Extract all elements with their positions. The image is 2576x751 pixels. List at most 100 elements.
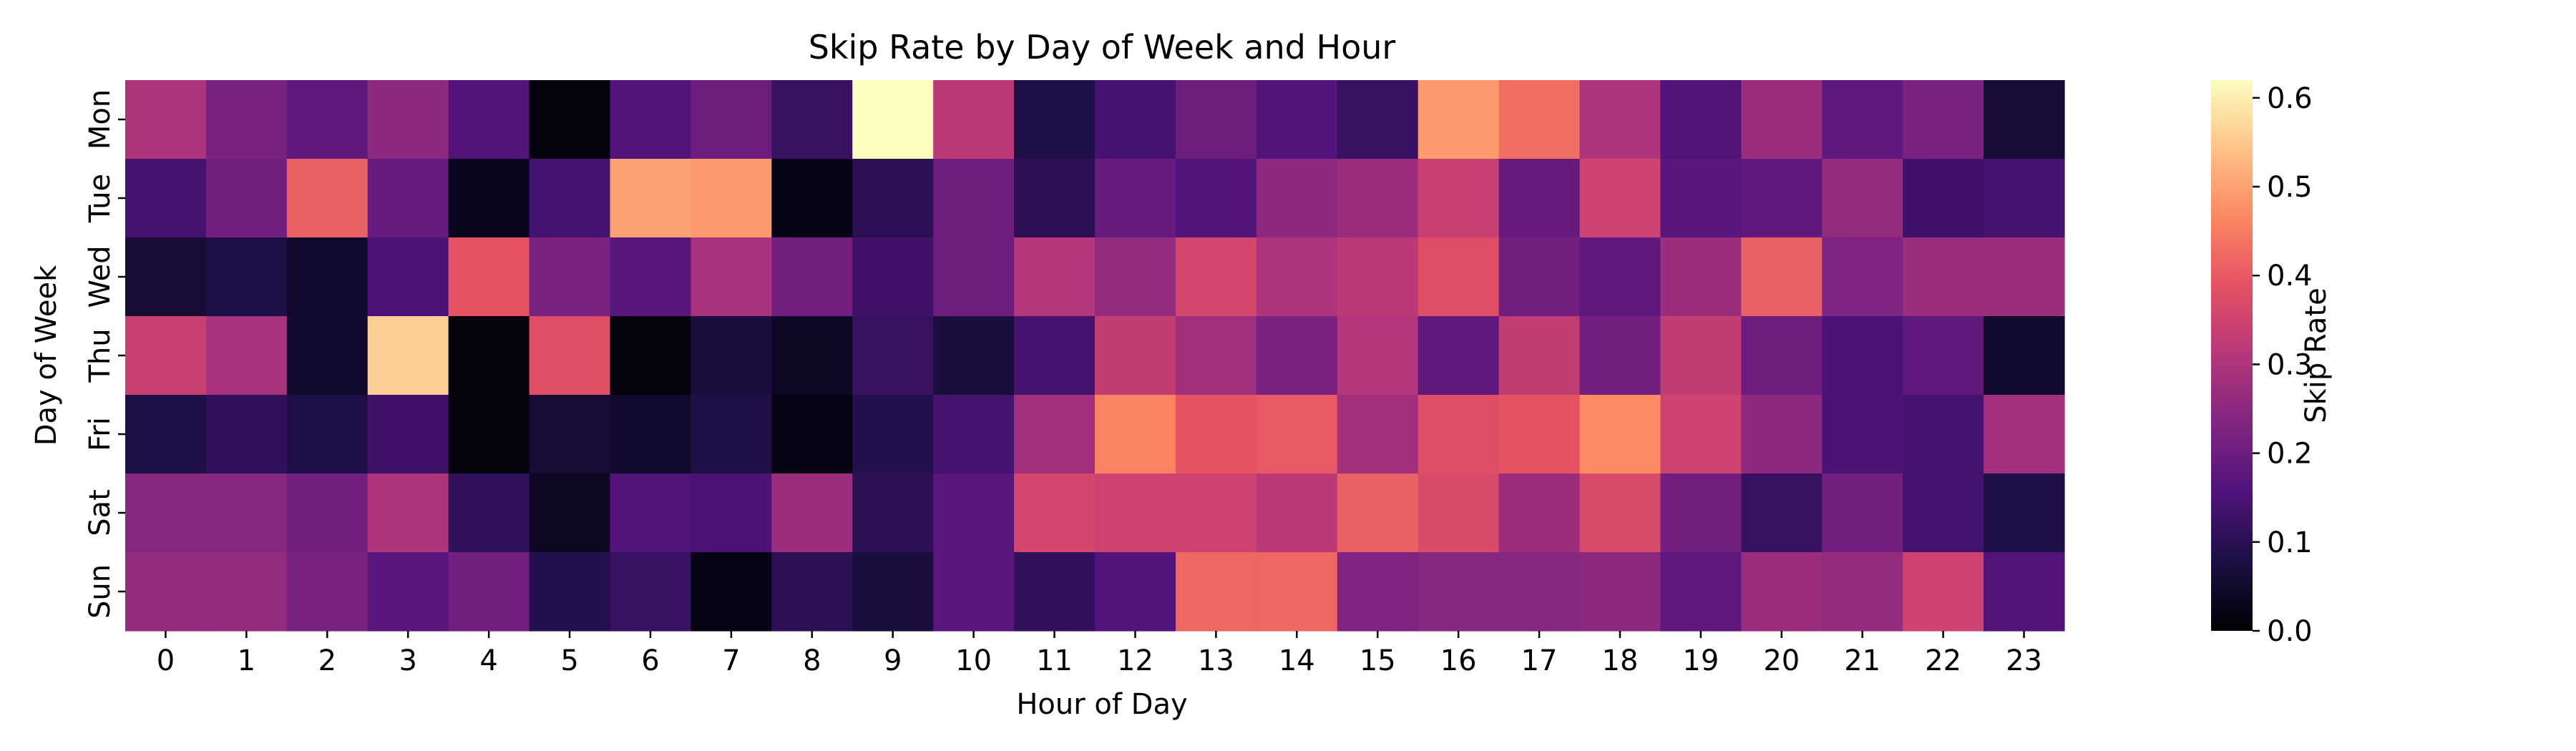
heatmap-cell <box>852 473 934 553</box>
x-tick-label: 14 <box>1279 644 1315 677</box>
y-tick-label: Fri <box>84 417 117 451</box>
heatmap-cell <box>1498 80 1581 159</box>
heatmap-cell <box>125 552 207 632</box>
heatmap-cell <box>1984 552 2065 632</box>
heatmap-cell <box>1337 316 1419 396</box>
heatmap-cell <box>1903 80 1984 159</box>
heatmap-cell <box>529 80 611 159</box>
heatmap-cell <box>529 237 611 317</box>
heatmap-cell <box>933 552 1015 632</box>
colorbar-label: Skip Rate <box>2300 288 2333 423</box>
heatmap-cell <box>1741 80 1823 159</box>
heatmap-cell <box>610 237 692 317</box>
heatmap-cell <box>1741 473 1823 553</box>
heatmap-cell <box>1822 395 1903 474</box>
colorbar-tick-label: 0.0 <box>2267 615 2313 648</box>
x-tick-label: 15 <box>1360 644 1396 677</box>
heatmap-cell <box>1418 473 1500 553</box>
heatmap-cell <box>529 395 611 474</box>
heatmap-cell <box>1256 552 1338 632</box>
x-tick-label: 23 <box>2006 644 2042 677</box>
heatmap-cell <box>286 316 369 396</box>
x-tick-label: 11 <box>1036 644 1073 677</box>
heatmap-cell <box>1498 473 1581 553</box>
heatmap-cell <box>1175 237 1257 317</box>
heatmap-cell <box>448 316 530 396</box>
heatmap-cell <box>691 395 772 474</box>
heatmap-cell <box>1175 473 1257 553</box>
heatmap-cell <box>448 159 530 238</box>
heatmap-cell <box>691 473 772 553</box>
heatmap-cell <box>286 395 369 474</box>
heatmap-cell <box>367 473 449 553</box>
colorbar-tick-label: 0.5 <box>2267 171 2313 204</box>
x-tick-label: 8 <box>803 644 821 677</box>
heatmap-cell <box>529 316 611 396</box>
heatmap-cell <box>1903 395 1984 474</box>
heatmap-cell <box>1337 395 1419 474</box>
x-axis-ticks: 0 1 2 3 4 5 6 7 8 9 10 11 12 13 14 15 16 17 18 19 20 21 22 23 <box>157 631 2042 677</box>
heatmap-cell <box>1175 159 1257 238</box>
heatmap-cell <box>610 80 692 159</box>
colorbar-tick-label: 0.2 <box>2267 438 2313 471</box>
x-tick-label: 12 <box>1117 644 1153 677</box>
heatmap-cells <box>125 80 2065 632</box>
heatmap-cell <box>1984 473 2065 553</box>
x-tick-label: 13 <box>1198 644 1234 677</box>
x-tick-label: 20 <box>1763 644 1800 677</box>
heatmap-cell <box>1903 159 1984 238</box>
heatmap-cell <box>771 80 853 159</box>
heatmap-cell <box>610 473 692 553</box>
heatmap-cell <box>1660 395 1742 474</box>
heatmap-cell <box>1014 80 1096 159</box>
heatmap-cell <box>1418 395 1500 474</box>
heatmap-cell <box>852 237 934 317</box>
heatmap-cell <box>610 395 692 474</box>
heatmap-cell <box>125 316 207 396</box>
x-tick-label: 7 <box>722 644 740 677</box>
heatmap-cell <box>1175 552 1257 632</box>
heatmap-cell <box>1903 316 1984 396</box>
heatmap-cell <box>448 395 530 474</box>
heatmap-cell <box>1984 395 2065 474</box>
x-tick-label: 5 <box>560 644 578 677</box>
heatmap-cell <box>1498 159 1581 238</box>
heatmap-cell <box>1660 159 1742 238</box>
heatmap-cell <box>771 316 853 396</box>
heatmap-cell <box>852 159 934 238</box>
heatmap-cell <box>691 80 772 159</box>
heatmap-cell <box>286 159 369 238</box>
heatmap-cell <box>1498 395 1581 474</box>
heatmap-cell <box>205 473 288 553</box>
heatmap-cell <box>933 237 1015 317</box>
heatmap-cell <box>1660 316 1742 396</box>
x-tick-label: 1 <box>238 644 255 677</box>
heatmap-cell <box>852 552 934 632</box>
colorbar-tick-label: 0.3 <box>2267 348 2313 381</box>
heatmap-cell <box>1418 159 1500 238</box>
heatmap-cell <box>448 552 530 632</box>
heatmap-cell <box>1822 80 1903 159</box>
heatmap-cell <box>125 237 207 317</box>
heatmap-cell <box>1903 473 1984 553</box>
x-tick-label: 21 <box>1844 644 1880 677</box>
x-tick-label: 19 <box>1682 644 1719 677</box>
heatmap-cell <box>1498 316 1581 396</box>
heatmap-cell <box>1256 80 1338 159</box>
heatmap-cell <box>933 316 1015 396</box>
heatmap-cell <box>1822 237 1903 317</box>
heatmap-cell <box>1418 237 1500 317</box>
heatmap-cell <box>125 395 207 474</box>
y-tick-label: Sun <box>84 564 117 619</box>
heatmap-cell <box>1579 237 1662 317</box>
heatmap-cell <box>125 473 207 553</box>
heatmap-cell <box>1418 80 1500 159</box>
y-tick-label: Tue <box>84 174 117 223</box>
heatmap-cell <box>1741 237 1823 317</box>
heatmap-cell <box>1498 237 1581 317</box>
heatmap-cell <box>933 159 1015 238</box>
heatmap-cell <box>1337 552 1419 632</box>
heatmap-cell <box>205 316 288 396</box>
heatmap-cell <box>1822 316 1903 396</box>
